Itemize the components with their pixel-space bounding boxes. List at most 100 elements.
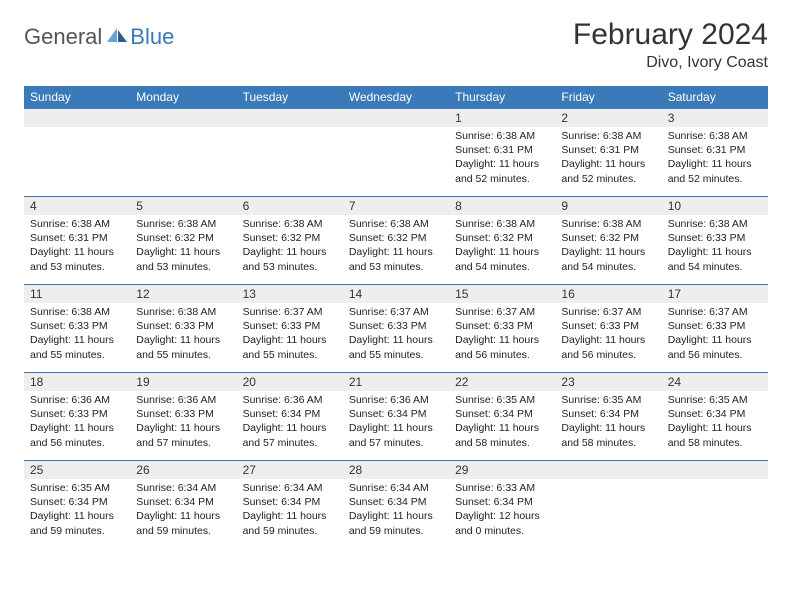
day-number: 10 bbox=[662, 197, 768, 215]
calendar-day-cell: 24Sunrise: 6:35 AMSunset: 6:34 PMDayligh… bbox=[662, 373, 768, 461]
day-number: 14 bbox=[343, 285, 449, 303]
weekday-header: Sunday bbox=[24, 86, 130, 109]
day-sun-data: Sunrise: 6:34 AMSunset: 6:34 PMDaylight:… bbox=[237, 479, 343, 542]
day-number bbox=[24, 109, 130, 127]
calendar-day-cell: 18Sunrise: 6:36 AMSunset: 6:33 PMDayligh… bbox=[24, 373, 130, 461]
calendar-day-cell: 16Sunrise: 6:37 AMSunset: 6:33 PMDayligh… bbox=[555, 285, 661, 373]
day-sun-data: Sunrise: 6:38 AMSunset: 6:31 PMDaylight:… bbox=[449, 127, 555, 190]
day-number: 18 bbox=[24, 373, 130, 391]
calendar-day-cell: 22Sunrise: 6:35 AMSunset: 6:34 PMDayligh… bbox=[449, 373, 555, 461]
day-number: 29 bbox=[449, 461, 555, 479]
day-sun-data: Sunrise: 6:38 AMSunset: 6:32 PMDaylight:… bbox=[130, 215, 236, 278]
calendar-empty-cell bbox=[662, 461, 768, 549]
day-sun-data: Sunrise: 6:38 AMSunset: 6:31 PMDaylight:… bbox=[555, 127, 661, 190]
location-label: Divo, Ivory Coast bbox=[573, 54, 768, 72]
day-number: 19 bbox=[130, 373, 236, 391]
calendar-empty-cell bbox=[555, 461, 661, 549]
calendar-day-cell: 2Sunrise: 6:38 AMSunset: 6:31 PMDaylight… bbox=[555, 109, 661, 197]
calendar-day-cell: 23Sunrise: 6:35 AMSunset: 6:34 PMDayligh… bbox=[555, 373, 661, 461]
day-sun-data: Sunrise: 6:37 AMSunset: 6:33 PMDaylight:… bbox=[662, 303, 768, 366]
day-number bbox=[130, 109, 236, 127]
weekday-header: Saturday bbox=[662, 86, 768, 109]
weekday-header-row: SundayMondayTuesdayWednesdayThursdayFrid… bbox=[24, 86, 768, 109]
day-number bbox=[343, 109, 449, 127]
title-block: February 2024 Divo, Ivory Coast bbox=[573, 18, 768, 72]
day-sun-data: Sunrise: 6:34 AMSunset: 6:34 PMDaylight:… bbox=[343, 479, 449, 542]
weekday-header: Monday bbox=[130, 86, 236, 109]
calendar-empty-cell bbox=[130, 109, 236, 197]
day-number: 7 bbox=[343, 197, 449, 215]
day-number: 4 bbox=[24, 197, 130, 215]
calendar-week-row: 1Sunrise: 6:38 AMSunset: 6:31 PMDaylight… bbox=[24, 109, 768, 197]
day-sun-data: Sunrise: 6:38 AMSunset: 6:33 PMDaylight:… bbox=[662, 215, 768, 278]
calendar-table: SundayMondayTuesdayWednesdayThursdayFrid… bbox=[24, 86, 768, 549]
day-sun-data: Sunrise: 6:37 AMSunset: 6:33 PMDaylight:… bbox=[343, 303, 449, 366]
day-number: 11 bbox=[24, 285, 130, 303]
day-number: 8 bbox=[449, 197, 555, 215]
day-sun-data: Sunrise: 6:38 AMSunset: 6:32 PMDaylight:… bbox=[237, 215, 343, 278]
day-number: 17 bbox=[662, 285, 768, 303]
day-sun-data: Sunrise: 6:37 AMSunset: 6:33 PMDaylight:… bbox=[449, 303, 555, 366]
day-number: 6 bbox=[237, 197, 343, 215]
day-number: 28 bbox=[343, 461, 449, 479]
day-number: 24 bbox=[662, 373, 768, 391]
day-sun-data: Sunrise: 6:38 AMSunset: 6:33 PMDaylight:… bbox=[24, 303, 130, 366]
calendar-day-cell: 5Sunrise: 6:38 AMSunset: 6:32 PMDaylight… bbox=[130, 197, 236, 285]
calendar-body: 1Sunrise: 6:38 AMSunset: 6:31 PMDaylight… bbox=[24, 109, 768, 549]
day-sun-data: Sunrise: 6:36 AMSunset: 6:33 PMDaylight:… bbox=[130, 391, 236, 454]
brand-logo: General Blue bbox=[24, 18, 174, 50]
day-number bbox=[237, 109, 343, 127]
day-sun-data: Sunrise: 6:36 AMSunset: 6:34 PMDaylight:… bbox=[343, 391, 449, 454]
day-sun-data: Sunrise: 6:38 AMSunset: 6:31 PMDaylight:… bbox=[662, 127, 768, 190]
calendar-day-cell: 12Sunrise: 6:38 AMSunset: 6:33 PMDayligh… bbox=[130, 285, 236, 373]
day-sun-data: Sunrise: 6:37 AMSunset: 6:33 PMDaylight:… bbox=[555, 303, 661, 366]
day-sun-data: Sunrise: 6:33 AMSunset: 6:34 PMDaylight:… bbox=[449, 479, 555, 542]
day-sun-data: Sunrise: 6:35 AMSunset: 6:34 PMDaylight:… bbox=[662, 391, 768, 454]
day-number: 25 bbox=[24, 461, 130, 479]
day-number: 27 bbox=[237, 461, 343, 479]
day-number: 12 bbox=[130, 285, 236, 303]
calendar-day-cell: 4Sunrise: 6:38 AMSunset: 6:31 PMDaylight… bbox=[24, 197, 130, 285]
day-number: 22 bbox=[449, 373, 555, 391]
brand-blue: Blue bbox=[130, 24, 174, 50]
calendar-day-cell: 29Sunrise: 6:33 AMSunset: 6:34 PMDayligh… bbox=[449, 461, 555, 549]
calendar-day-cell: 7Sunrise: 6:38 AMSunset: 6:32 PMDaylight… bbox=[343, 197, 449, 285]
day-number: 20 bbox=[237, 373, 343, 391]
calendar-day-cell: 8Sunrise: 6:38 AMSunset: 6:32 PMDaylight… bbox=[449, 197, 555, 285]
calendar-week-row: 18Sunrise: 6:36 AMSunset: 6:33 PMDayligh… bbox=[24, 373, 768, 461]
day-number: 5 bbox=[130, 197, 236, 215]
day-sun-data: Sunrise: 6:35 AMSunset: 6:34 PMDaylight:… bbox=[24, 479, 130, 542]
day-number bbox=[662, 461, 768, 479]
day-sun-data: Sunrise: 6:37 AMSunset: 6:33 PMDaylight:… bbox=[237, 303, 343, 366]
calendar-week-row: 25Sunrise: 6:35 AMSunset: 6:34 PMDayligh… bbox=[24, 461, 768, 549]
calendar-day-cell: 19Sunrise: 6:36 AMSunset: 6:33 PMDayligh… bbox=[130, 373, 236, 461]
calendar-empty-cell bbox=[24, 109, 130, 197]
weekday-header: Wednesday bbox=[343, 86, 449, 109]
day-number: 1 bbox=[449, 109, 555, 127]
weekday-header: Thursday bbox=[449, 86, 555, 109]
calendar-empty-cell bbox=[343, 109, 449, 197]
calendar-day-cell: 25Sunrise: 6:35 AMSunset: 6:34 PMDayligh… bbox=[24, 461, 130, 549]
day-number: 26 bbox=[130, 461, 236, 479]
day-sun-data: Sunrise: 6:34 AMSunset: 6:34 PMDaylight:… bbox=[130, 479, 236, 542]
day-number: 3 bbox=[662, 109, 768, 127]
calendar-day-cell: 17Sunrise: 6:37 AMSunset: 6:33 PMDayligh… bbox=[662, 285, 768, 373]
calendar-day-cell: 14Sunrise: 6:37 AMSunset: 6:33 PMDayligh… bbox=[343, 285, 449, 373]
day-number: 23 bbox=[555, 373, 661, 391]
day-number bbox=[555, 461, 661, 479]
day-sun-data: Sunrise: 6:35 AMSunset: 6:34 PMDaylight:… bbox=[555, 391, 661, 454]
calendar-day-cell: 13Sunrise: 6:37 AMSunset: 6:33 PMDayligh… bbox=[237, 285, 343, 373]
calendar-day-cell: 26Sunrise: 6:34 AMSunset: 6:34 PMDayligh… bbox=[130, 461, 236, 549]
calendar-week-row: 4Sunrise: 6:38 AMSunset: 6:31 PMDaylight… bbox=[24, 197, 768, 285]
day-sun-data: Sunrise: 6:35 AMSunset: 6:34 PMDaylight:… bbox=[449, 391, 555, 454]
calendar-day-cell: 28Sunrise: 6:34 AMSunset: 6:34 PMDayligh… bbox=[343, 461, 449, 549]
day-sun-data: Sunrise: 6:38 AMSunset: 6:31 PMDaylight:… bbox=[24, 215, 130, 278]
calendar-day-cell: 21Sunrise: 6:36 AMSunset: 6:34 PMDayligh… bbox=[343, 373, 449, 461]
calendar-day-cell: 20Sunrise: 6:36 AMSunset: 6:34 PMDayligh… bbox=[237, 373, 343, 461]
day-number: 15 bbox=[449, 285, 555, 303]
weekday-header: Tuesday bbox=[237, 86, 343, 109]
day-number: 13 bbox=[237, 285, 343, 303]
day-sun-data: Sunrise: 6:38 AMSunset: 6:32 PMDaylight:… bbox=[449, 215, 555, 278]
day-number: 2 bbox=[555, 109, 661, 127]
calendar-day-cell: 10Sunrise: 6:38 AMSunset: 6:33 PMDayligh… bbox=[662, 197, 768, 285]
